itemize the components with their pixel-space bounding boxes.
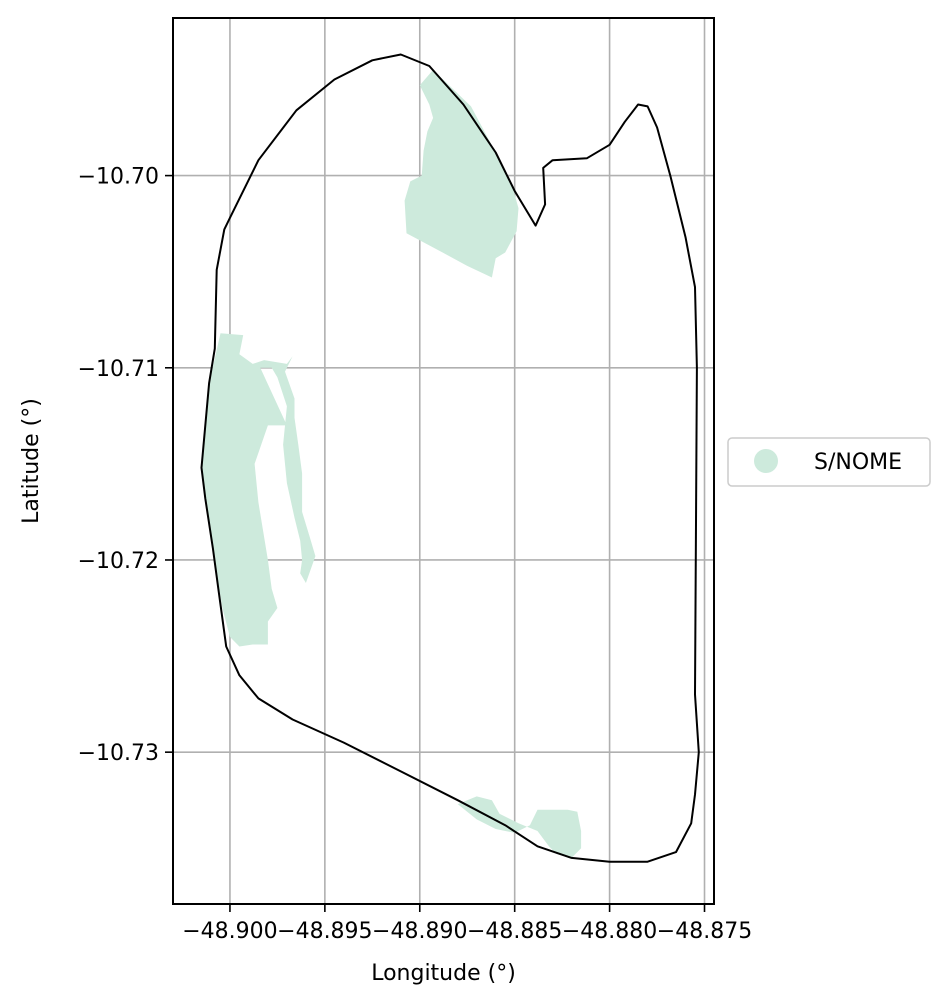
x-tick-label: −48.875 (657, 919, 752, 944)
x-tick-label: −48.900 (182, 919, 277, 944)
legend-marker (754, 449, 778, 473)
feature-polygon (202, 333, 316, 646)
legend: S/NOME (728, 438, 930, 486)
y-tick-label: −10.72 (78, 549, 159, 574)
y-axis-label: Latitude (°) (19, 398, 44, 524)
x-axis-label: Longitude (°) (371, 961, 516, 986)
y-tick-label: −10.70 (78, 165, 159, 190)
feature-polygon (458, 796, 581, 858)
legend-entry-label: S/NOME (814, 450, 902, 475)
x-axis-ticks: −48.900 −48.895 −48.890 −48.885 −48.880 −48.8… (182, 904, 752, 944)
feature-polygons (202, 70, 582, 858)
x-tick-label: −48.895 (277, 919, 372, 944)
y-axis-ticks: −10.70 −10.71 −10.72 −10.73 (78, 165, 173, 767)
x-tick-label: −48.885 (467, 919, 562, 944)
x-tick-label: −48.880 (562, 919, 657, 944)
y-tick-label: −10.73 (78, 741, 159, 766)
y-tick-label: −10.71 (78, 357, 159, 382)
x-tick-label: −48.890 (372, 919, 467, 944)
